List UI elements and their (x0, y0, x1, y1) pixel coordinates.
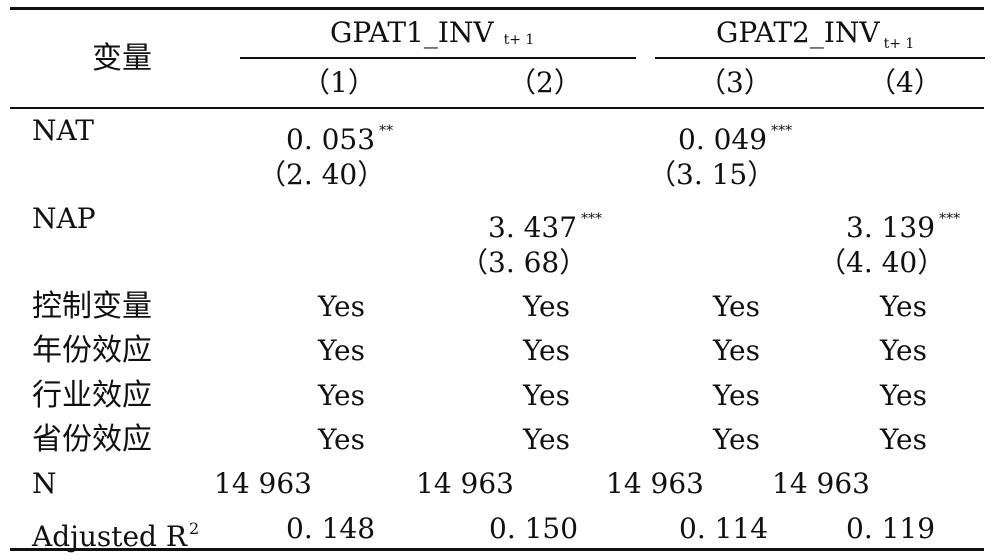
nat-t-col3: （3. 15） (648, 158, 776, 191)
nat-coef-col1: 0. 053 ** (286, 114, 393, 157)
controls-col1: Yes (318, 290, 365, 323)
adjusted-r2-col2: 0. 150 (489, 512, 579, 545)
province-fe-col1: Yes (318, 423, 365, 456)
row-label-year-fe: 年份效应 (32, 333, 152, 368)
year-fe-col4: Yes (880, 334, 927, 367)
column-header-1: （1） (302, 66, 376, 99)
group2-label: GPAT2_INV (716, 16, 880, 49)
column-header-4: （4） (868, 66, 942, 99)
controls-col4: Yes (880, 290, 927, 323)
nap-coef-col4: 3. 139 *** (846, 202, 960, 245)
industry-fe-col3: Yes (713, 379, 760, 412)
variable-header: 变量 (92, 41, 152, 76)
nap-sig-col4: *** (939, 211, 961, 227)
nat-coef-col1-value: 0. 053 (286, 123, 376, 156)
group2-subscript: t+ 1 (883, 36, 915, 52)
nap-sig-col2: *** (581, 211, 603, 227)
year-fe-col3: Yes (713, 334, 760, 367)
group2-header: GPAT2_INV t+ 1 (716, 16, 914, 61)
nat-t-col1: （2. 40） (258, 158, 386, 191)
industry-fe-col4: Yes (880, 379, 927, 412)
nat-coef-col3-value: 0. 049 (678, 123, 768, 156)
nap-coef-col2-value: 3. 437 (488, 211, 578, 244)
row-label-n: N (32, 467, 57, 500)
n-col3: 14 963 (606, 467, 704, 500)
year-fe-col2: Yes (523, 334, 570, 367)
table-header-rule (10, 107, 984, 109)
adjusted-r2-col3: 0. 114 (679, 512, 769, 545)
nap-t-col2: （3. 68） (460, 246, 588, 279)
adjusted-r2-col1: 0. 148 (286, 512, 376, 545)
nap-coef-col2: 3. 437 *** (488, 202, 602, 245)
nat-coef-col3: 0. 049 *** (678, 114, 792, 157)
adjusted-r-label: Adjusted R (32, 520, 187, 553)
controls-col2: Yes (523, 290, 570, 323)
column-header-3: （3） (698, 66, 772, 99)
group1-header: GPAT1_INV t+ 1 (330, 16, 534, 57)
row-label-controls: 控制变量 (32, 289, 152, 324)
province-fe-col4: Yes (880, 423, 927, 456)
nap-coef-col4-value: 3. 139 (846, 211, 936, 244)
nap-t-col4: （4. 40） (818, 246, 946, 279)
adjusted-r2-col4: 0. 119 (846, 512, 936, 545)
table-bottom-rule (10, 548, 984, 551)
row-label-nap: NAP (32, 202, 96, 235)
group1-subscript: t+ 1 (503, 32, 535, 48)
row-label-province-fe: 省份效应 (32, 422, 152, 457)
group2-underline (655, 57, 985, 59)
nat-sig-col1: ** (379, 123, 394, 139)
province-fe-col2: Yes (523, 423, 570, 456)
column-header-2: （2） (508, 66, 582, 99)
controls-col3: Yes (713, 290, 760, 323)
row-label-nat: NAT (32, 114, 94, 147)
industry-fe-col2: Yes (523, 379, 570, 412)
industry-fe-col1: Yes (318, 379, 365, 412)
n-col4: 14 963 (772, 467, 870, 500)
year-fe-col1: Yes (318, 334, 365, 367)
n-col1: 14 963 (214, 467, 312, 500)
group1-label: GPAT1_INV (330, 16, 494, 49)
province-fe-col3: Yes (713, 423, 760, 456)
n-col2: 14 963 (416, 467, 514, 500)
r-squared-superscript: 2 (188, 519, 200, 538)
row-label-industry-fe: 行业效应 (32, 378, 152, 413)
table-top-rule (10, 7, 984, 10)
nat-sig-col3: *** (771, 123, 793, 139)
group1-underline (240, 57, 636, 59)
